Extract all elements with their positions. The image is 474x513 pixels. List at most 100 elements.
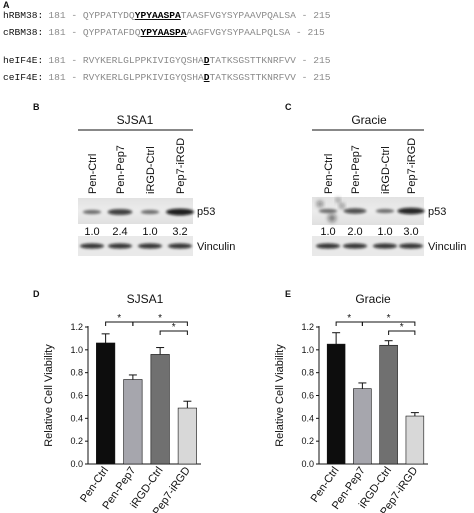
lane-label: Pen-Ctrl [87, 154, 99, 194]
sequence-row: ceIF4E: 181 - RVYKERLGLPPKIVIGYQSHADTATKS… [3, 72, 331, 83]
bar [177, 407, 197, 465]
p53-band [318, 208, 338, 214]
y-tick-label: 1.2 [70, 322, 83, 332]
sequence-row: hRBM38: 181 - QYPPATYDQYPYAASPATAASFVGYSY… [3, 10, 331, 21]
panel-c-label: C [285, 102, 292, 112]
panel-b-p53-bands [82, 208, 195, 216]
significance-bracket [388, 330, 416, 335]
bar [150, 354, 170, 465]
p53-band [375, 208, 395, 214]
sequence-motif: D [204, 55, 210, 66]
lane-label: Pen-Pep7 [350, 145, 362, 194]
significance-star: * [387, 313, 391, 324]
y-tick-label: 0.4 [301, 413, 314, 423]
blot-speckle [336, 198, 340, 202]
y-tick-label: 0.0 [301, 459, 314, 469]
sequence-end: 215 [313, 55, 331, 66]
chart-title: SJSA1 [127, 292, 164, 306]
sequence-row: cRBM38: 181 - QYPPATAFDQYPYAASPAAAGFVGYSY… [3, 27, 325, 38]
quantification-value: 2.4 [112, 226, 127, 238]
sequence-text: cRBM38: 181 - QYPPATAFDQYPYAASPAAAGFVGYSY… [3, 27, 325, 38]
bar [96, 342, 116, 465]
y-tick-label: 0.8 [301, 368, 314, 378]
blot-speckle [317, 201, 323, 207]
quantification-value: 1.0 [320, 226, 335, 238]
panel-b-vinculin-bands [80, 243, 192, 249]
significance-bracket [361, 321, 416, 326]
panel-c-p53-bands [317, 198, 425, 222]
chart-title: Gracie [355, 292, 391, 306]
quantification-value: 1.0 [142, 226, 157, 238]
panel-b-p53-label: p53 [197, 206, 215, 218]
panel-b: B SJSA1 Pen-Ctrl Pen-Pep7 iRGD-Ctrl Pep7-iR… [33, 102, 235, 256]
bar [353, 388, 372, 465]
p53-band [107, 209, 133, 215]
panel-c-vinculin-label: Vinculin [428, 241, 466, 253]
y-tick-label: 0.8 [70, 368, 83, 378]
vinculin-band [108, 243, 132, 249]
p53-band [82, 209, 102, 215]
panel-c-title: Gracie [351, 113, 387, 127]
sequence-pre: QYPPATAFDQ [83, 27, 141, 38]
panel-label: D [33, 289, 40, 299]
panel-c-p53-label: p53 [428, 206, 446, 218]
lane-label: iRGD-Ctrl [145, 146, 157, 194]
y-tick-label: 1.0 [70, 345, 83, 355]
y-tick-label: 0.6 [301, 391, 314, 401]
panel-b-lane-labels: Pen-Ctrl Pen-Pep7 iRGD-Ctrl Pep7-iRGD [87, 138, 187, 194]
y-tick-label: 1.0 [301, 345, 314, 355]
lane-label: Pep7-iRGD [175, 138, 187, 194]
panel-a-label: A [3, 0, 10, 10]
sequence-start: 181 [48, 27, 66, 38]
sequence-separator: - [296, 72, 313, 83]
panel-c: C Gracie Pen-Ctrl Pen-Pep7 iRGD-Ctrl Pep7-i… [285, 102, 466, 256]
sequence-text: ceIF4E: 181 - RVYKERLGLPPKIVIGYQSHADTATKS… [3, 72, 331, 83]
y-tick-label: 0.6 [70, 391, 83, 401]
lane-label: iRGD-Ctrl [380, 146, 392, 194]
significance-star: * [347, 313, 351, 324]
significance-star: * [400, 322, 404, 333]
sequence-pre: QYPPATYDQ [83, 10, 135, 21]
sequence-separator: - [296, 10, 313, 21]
panel-b-title: SJSA1 [117, 113, 154, 127]
sequence-separator: - [66, 72, 83, 83]
vinculin-band [343, 243, 367, 249]
panel-c-vinculin-blot [312, 236, 424, 256]
sequence-separator: - [290, 27, 307, 38]
bar [405, 415, 425, 465]
y-tick-label: 0.2 [70, 436, 83, 446]
p53-band [343, 208, 367, 214]
sequence-motif: D [204, 72, 210, 83]
significance-bracket [132, 321, 188, 326]
y-tick-label: 1.2 [301, 322, 314, 332]
sequence-post: TAASFVGYSYPAAVPQALSA [181, 10, 296, 21]
vinculin-band [399, 243, 423, 249]
panel-c-quantification: 1.0 2.0 1.0 3.0 [320, 226, 418, 238]
sequence-post: AAGFVGYSYPAALPQLSA [187, 27, 291, 38]
significance-bracket [159, 330, 188, 335]
sequence-end: 215 [313, 10, 331, 21]
sequence-separator: - [66, 10, 83, 21]
y-axis-label: Relative Cell Viability [274, 344, 286, 447]
p53-band [165, 208, 195, 216]
lane-label: Pep7-iRGD [406, 138, 418, 194]
vinculin-band [80, 243, 104, 249]
sequence-start: 181 [48, 72, 66, 83]
significance-star: * [158, 313, 162, 324]
p53-band [397, 207, 425, 215]
quantification-value: 2.0 [347, 226, 362, 238]
significance-star: * [117, 313, 121, 324]
panel-label: E [285, 289, 291, 299]
sequence-post: TATKSGSTTKNRFVV [210, 72, 297, 83]
lane-label: Pen-Pep7 [115, 145, 127, 194]
bar [326, 343, 346, 465]
sequence-separator: - [66, 27, 83, 38]
panel-c-vinculin-bands [316, 243, 423, 249]
bar [123, 379, 143, 465]
sequence-start: 181 [48, 55, 66, 66]
y-axis-label: Relative Cell Viability [43, 344, 55, 447]
panel-d-chart: D SJSA1 Relative Cell Viability 0.0 0.2 0.4 0.… [33, 289, 201, 513]
sequence-separator: - [296, 55, 313, 66]
sequence-end: 215 [307, 27, 325, 38]
panel-b-vinculin-label: Vinculin [197, 241, 235, 253]
